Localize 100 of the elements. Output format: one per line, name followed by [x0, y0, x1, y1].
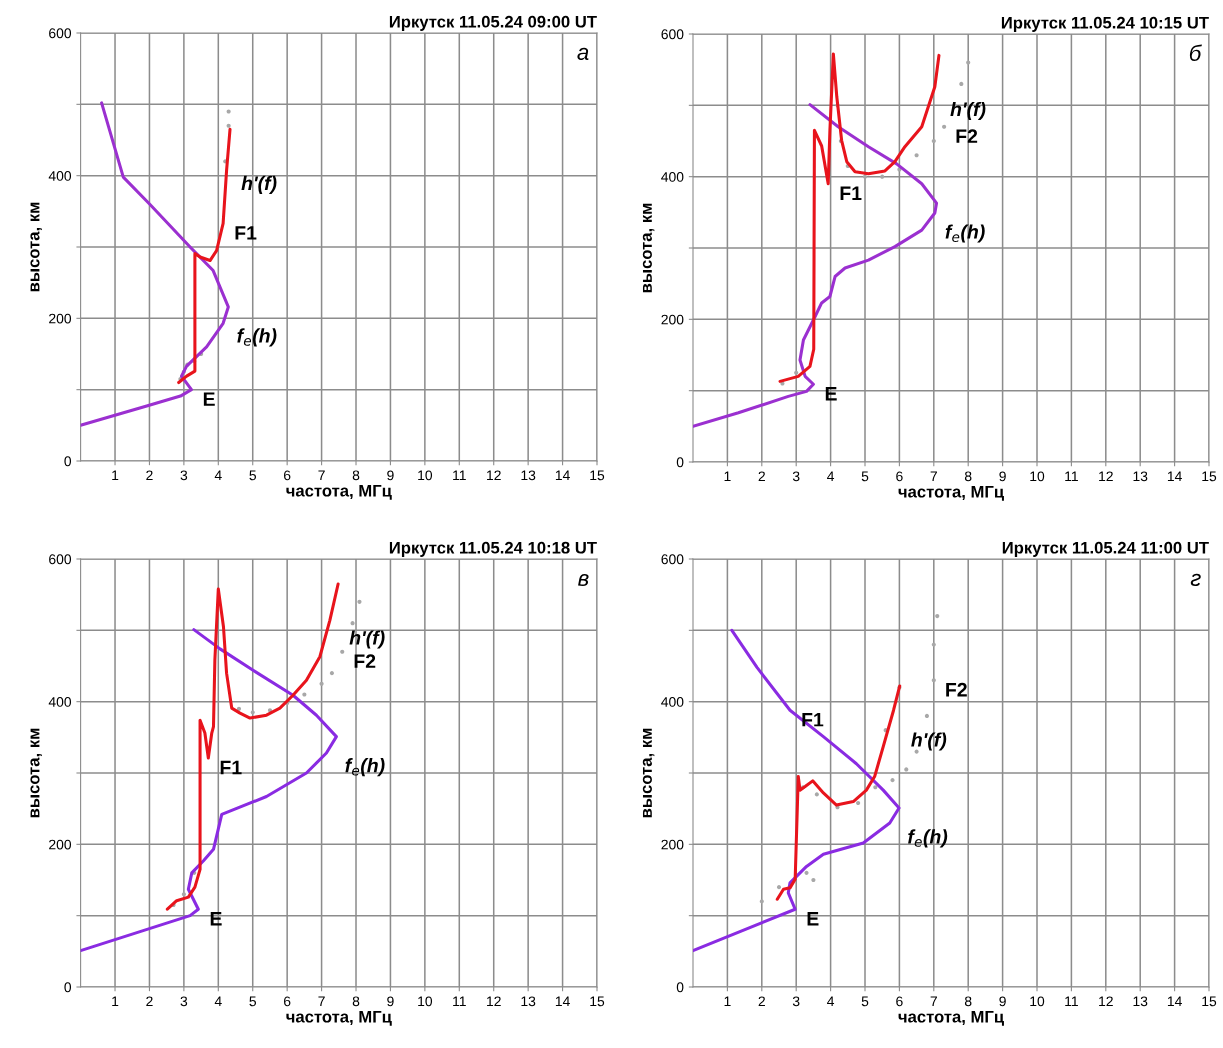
annotation: г	[1190, 573, 1201, 587]
annotation: E	[210, 912, 222, 926]
annotation: E	[825, 387, 837, 401]
x-axis-title: частота, МГц	[286, 1010, 392, 1026]
annotation: F1	[802, 712, 824, 727]
series-label: h'(f)	[349, 630, 385, 649]
x-tick-label: 1	[724, 471, 731, 482]
y-tick-label: 0	[676, 457, 684, 468]
y-axis-title: высота, км	[642, 203, 655, 293]
x-tick-label: 14	[555, 996, 570, 1007]
x-tick-label: 12	[487, 996, 501, 1007]
x-tick-label: 5	[861, 996, 869, 1007]
x-tick-label: 12	[1099, 471, 1113, 482]
x-tick-label: 6	[284, 996, 291, 1007]
x-tick-label: 6	[896, 996, 903, 1007]
y-tick-label: 400	[661, 172, 684, 182]
x-tick-label: 3	[792, 471, 800, 482]
y-tick-label: 200	[49, 313, 72, 324]
x-tick-label: 12	[1099, 996, 1113, 1007]
series-label: f$_{e}$(h)	[945, 224, 985, 243]
x-tick-label: 14	[1167, 471, 1182, 482]
x-tick-label: 1	[112, 470, 119, 481]
y-tick-label: 400	[661, 697, 684, 707]
y-tick-label: 0	[64, 456, 72, 467]
y-axis-title: высота, км	[30, 728, 42, 818]
x-tick-label: 7	[930, 471, 937, 482]
x-tick-label: 4	[214, 470, 222, 481]
y-tick-label: 0	[64, 982, 72, 993]
y-tick-label: 200	[49, 839, 72, 850]
x-tick-label: 2	[146, 470, 153, 481]
x-tick-label: 15	[1202, 471, 1217, 482]
x-axis-title: частота, МГц	[898, 485, 1004, 501]
x-tick-label: 10	[418, 470, 433, 481]
chart-title: Иркутск 11.05.24 10:15 UT	[1001, 16, 1209, 32]
series-label: h'(f)	[241, 175, 277, 194]
x-tick-label: 7	[930, 996, 937, 1007]
x-tick-label: 5	[249, 470, 257, 481]
series-label: h'(f)	[950, 101, 986, 121]
annotation: F2	[946, 682, 967, 697]
x-tick-label: 13	[521, 470, 536, 481]
x-tick-label: 3	[792, 996, 800, 1007]
x-tick-label: 10	[418, 996, 433, 1007]
x-tick-label: 6	[896, 471, 903, 482]
x-tick-label: 11	[453, 996, 466, 1007]
y-tick-label: 600	[661, 29, 684, 40]
y-tick-label: 200	[661, 314, 684, 325]
x-tick-label: 2	[758, 471, 765, 482]
x-tick-label: 13	[1133, 996, 1148, 1007]
x-tick-label: 9	[387, 470, 394, 481]
y-tick-label: 400	[48, 697, 72, 707]
x-tick-label: 15	[590, 470, 605, 481]
x-tick-label: 8	[964, 471, 972, 482]
y-tick-label: 200	[661, 839, 684, 850]
x-tick-label: 3	[180, 470, 188, 481]
annotation: в	[578, 573, 589, 587]
x-tick-label: 13	[1133, 471, 1148, 482]
annotation: а	[577, 47, 589, 61]
x-tick-label: 11	[453, 470, 466, 481]
x-tick-label: 7	[318, 996, 325, 1007]
annotation: б	[1189, 44, 1202, 62]
x-tick-label: 1	[724, 996, 731, 1007]
x-tick-label: 2	[758, 996, 765, 1007]
x-tick-label: 15	[590, 996, 605, 1007]
x-tick-label: 9	[999, 471, 1006, 482]
x-tick-label: 5	[861, 471, 869, 482]
x-tick-label: 8	[352, 996, 360, 1007]
y-tick-label: 0	[676, 982, 684, 993]
series-label: f$_{e}$(h)	[345, 758, 385, 777]
y-tick-label: 400	[48, 171, 72, 181]
x-tick-label: 4	[214, 996, 222, 1007]
x-tick-label: 3	[180, 996, 188, 1007]
annotation: F2	[956, 129, 978, 143]
x-tick-label: 5	[249, 996, 257, 1007]
y-axis-title: высота, км	[642, 728, 655, 818]
annotation: E	[807, 912, 819, 926]
annotation: F1	[235, 226, 257, 240]
x-tick-label: 11	[1065, 996, 1078, 1007]
x-tick-label: 11	[1065, 471, 1078, 482]
series-label: h'(f)	[911, 732, 947, 751]
annotation: F2	[354, 654, 376, 668]
x-tick-label: 10	[1030, 471, 1045, 482]
x-tick-label: 10	[1030, 996, 1045, 1007]
y-tick-label: 600	[49, 554, 72, 565]
chart-title: Иркутск 11.05.24 09:00 UT	[389, 15, 597, 31]
x-tick-label: 15	[1202, 996, 1217, 1007]
x-tick-label: 4	[827, 471, 835, 482]
y-tick-label: 600	[661, 554, 684, 565]
x-tick-label: 14	[555, 470, 570, 481]
x-tick-label: 7	[318, 470, 325, 481]
annotation: F1	[220, 760, 242, 775]
x-tick-label: 9	[999, 996, 1006, 1007]
x-tick-label: 9	[387, 996, 394, 1007]
series-label: f$_{e}$(h)	[237, 328, 277, 347]
x-tick-label: 4	[827, 996, 835, 1007]
x-tick-label: 8	[964, 996, 972, 1007]
x-tick-label: 12	[487, 470, 501, 481]
x-axis-title: частота, МГц	[898, 1010, 1004, 1026]
y-axis-title: высота, км	[30, 202, 42, 292]
x-tick-label: 14	[1167, 996, 1182, 1007]
x-tick-label: 1	[112, 996, 119, 1007]
